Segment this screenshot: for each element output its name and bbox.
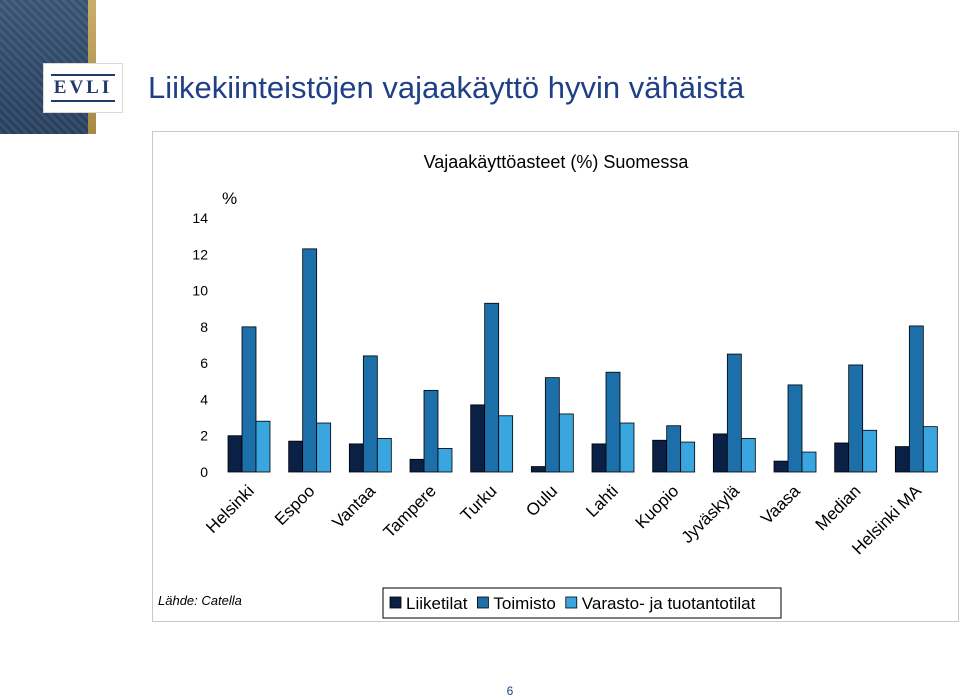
y-axis: 0 2 4 6 8 10 12 14 <box>192 210 208 480</box>
bar-oulu-3 <box>558 413 574 473</box>
logo-text: EVLI <box>50 74 116 102</box>
bar-turku-1 <box>470 404 486 473</box>
legend-label: Liiketilat <box>406 594 468 613</box>
bar-jyväskylä-1 <box>712 433 728 473</box>
x-tick-label: Tampere <box>380 481 440 541</box>
bar-oulu-2 <box>544 377 560 473</box>
y-tick-label: 14 <box>192 210 208 226</box>
bar-vantaa-2 <box>362 355 378 473</box>
legend-label: Varasto- ja tuotantotilat <box>582 594 756 613</box>
bar-espoo-1 <box>288 440 304 473</box>
x-tick-label: Jyväskylä <box>678 481 744 547</box>
bar-lahti-3 <box>619 422 635 473</box>
x-tick-label: Median <box>812 481 865 534</box>
source-note: Lähde: Catella <box>158 593 242 608</box>
bar-espoo-2 <box>302 248 318 473</box>
y-axis-unit-label: % <box>222 189 237 208</box>
bar-kuopio-2 <box>666 425 682 473</box>
bar-vaasa-2 <box>787 384 803 473</box>
bar-vaasa-1 <box>773 460 789 473</box>
legend-swatch <box>389 596 402 609</box>
bar-helsinki-1 <box>227 435 243 473</box>
y-tick-label: 4 <box>200 391 208 407</box>
bar-helsinki-ma-1 <box>894 446 910 473</box>
bar-jyväskylä-3 <box>740 438 756 473</box>
bar-tampere-1 <box>409 458 425 473</box>
bar-vantaa-1 <box>348 443 364 473</box>
legend-swatch <box>565 596 578 609</box>
x-axis-labels: Helsinki Espoo Vantaa Tampere Turku Oulu Lahti… <box>202 481 925 558</box>
bar-tampere-3 <box>437 448 453 473</box>
bar-lahti-1 <box>591 443 607 473</box>
bar-kuopio-1 <box>652 439 668 473</box>
bar-helsinki-ma-3 <box>922 426 938 473</box>
x-tick-label: Turku <box>457 481 501 525</box>
chart-frame <box>152 131 959 622</box>
legend-label: Toimisto <box>493 594 555 613</box>
bar-median-3 <box>862 429 878 473</box>
bar-turku-3 <box>498 415 514 473</box>
x-tick-label: Lahti <box>582 481 622 521</box>
chart-title: Vajaakäyttöasteet (%) Suomessa <box>424 152 690 172</box>
x-tick-label: Vantaa <box>329 481 380 532</box>
legend-box <box>382 587 782 619</box>
x-tick-label: Kuopio <box>632 481 683 532</box>
y-tick-label: 0 <box>200 464 208 480</box>
bar-turku-2 <box>484 302 500 473</box>
x-tick-label: Helsinki <box>202 481 258 537</box>
bar-helsinki-2 <box>241 326 257 473</box>
bar-vantaa-3 <box>376 438 392 473</box>
y-tick-label: 10 <box>192 283 208 299</box>
evli-logo: EVLI <box>43 63 123 113</box>
y-tick-label: 2 <box>200 428 208 444</box>
page-title: Liikekiinteistöjen vajaakäyttö hyvin väh… <box>148 70 745 105</box>
bar-espoo-3 <box>316 422 332 473</box>
page-number: 6 <box>506 684 514 698</box>
bar-helsinki-3 <box>255 420 271 473</box>
bar-median-2 <box>848 364 864 473</box>
bar-median-1 <box>834 442 850 473</box>
bar-oulu-1 <box>530 466 546 473</box>
y-tick-label: 8 <box>200 319 208 335</box>
legend: Liiketilat Toimisto Varasto- ja tuotantoti… <box>382 587 782 619</box>
x-tick-label: Espoo <box>271 481 319 529</box>
legend-swatch <box>477 596 489 609</box>
bar-vaasa-3 <box>801 451 817 473</box>
bar-tampere-2 <box>423 389 439 473</box>
x-tick-label: Oulu <box>522 481 561 520</box>
bar-jyväskylä-2 <box>726 353 742 473</box>
bars <box>227 248 938 473</box>
y-tick-label: 6 <box>200 355 208 371</box>
x-tick-label: Vaasa <box>757 481 804 528</box>
bar-kuopio-3 <box>680 441 696 473</box>
y-tick-label: 12 <box>192 246 208 262</box>
bar-lahti-2 <box>605 371 621 473</box>
bar-helsinki-ma-2 <box>908 325 924 473</box>
